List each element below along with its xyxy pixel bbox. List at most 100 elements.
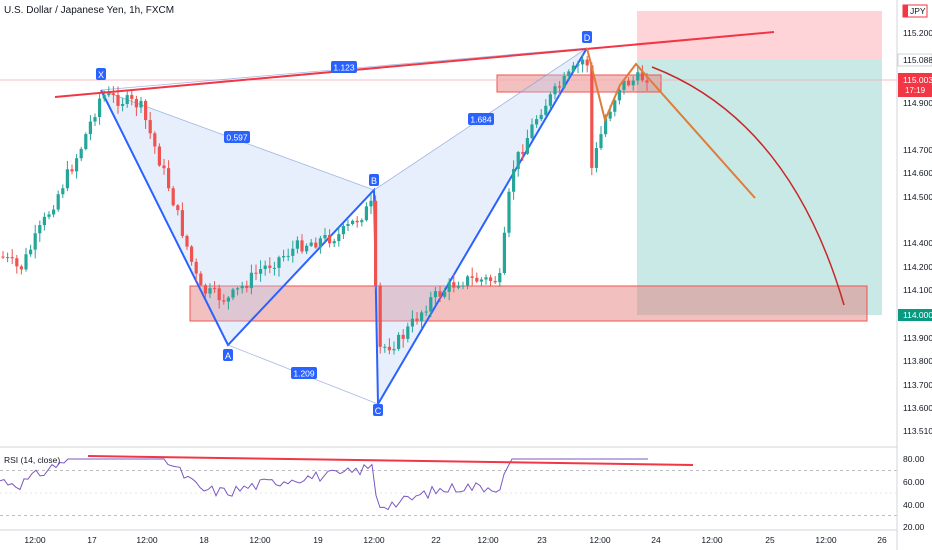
price-tick: 113.600 bbox=[903, 403, 932, 413]
target-bg bbox=[898, 309, 932, 321]
candle-body bbox=[84, 134, 88, 149]
candle bbox=[346, 219, 350, 232]
candle bbox=[314, 237, 318, 249]
price-tick: 114.100 bbox=[903, 285, 932, 295]
candle bbox=[277, 255, 281, 277]
time-tick: 17 bbox=[87, 535, 97, 545]
candle bbox=[328, 229, 332, 248]
candle bbox=[29, 244, 33, 257]
candle bbox=[61, 184, 65, 199]
candle-body bbox=[61, 188, 65, 195]
candle bbox=[47, 211, 51, 220]
time-tick: 24 bbox=[651, 535, 661, 545]
candles-layer bbox=[1, 54, 649, 355]
rsi-pane: RSI (14, close) 80.00 60.00 40.00 20.00 bbox=[0, 454, 925, 532]
candle-body bbox=[42, 216, 46, 226]
candle-body bbox=[1, 256, 5, 258]
candle bbox=[318, 235, 322, 254]
candle-body bbox=[590, 65, 594, 168]
candle bbox=[291, 240, 295, 263]
candle-body bbox=[10, 257, 14, 259]
candle bbox=[558, 81, 562, 97]
pattern-point-badge bbox=[369, 174, 379, 186]
candle bbox=[268, 257, 272, 274]
candle bbox=[410, 310, 414, 333]
candle-body bbox=[162, 165, 166, 169]
candle bbox=[351, 219, 355, 226]
candle bbox=[203, 283, 207, 298]
candle bbox=[429, 291, 433, 318]
candle bbox=[369, 193, 373, 215]
candle-body bbox=[88, 121, 92, 135]
candle-body bbox=[475, 277, 479, 282]
projection-orange bbox=[586, 47, 756, 199]
candle bbox=[493, 276, 497, 284]
price-tick: 113.700 bbox=[903, 380, 932, 390]
ratio-text: 1.209 bbox=[293, 369, 315, 379]
rsi-line bbox=[0, 458, 648, 511]
candle-body bbox=[213, 288, 217, 290]
harmonic-pattern bbox=[100, 47, 588, 408]
candle bbox=[98, 94, 102, 125]
price-tick: 114.500 bbox=[903, 192, 932, 202]
support-zone bbox=[189, 285, 868, 322]
candle bbox=[323, 228, 327, 242]
time-tick: 12:00 bbox=[815, 535, 837, 545]
candle bbox=[130, 90, 134, 106]
candle bbox=[167, 160, 171, 192]
candle bbox=[332, 238, 336, 248]
candle bbox=[139, 97, 143, 114]
candle bbox=[539, 109, 543, 122]
price-tick: 114.200 bbox=[903, 262, 932, 272]
candle bbox=[631, 76, 635, 91]
candle bbox=[548, 92, 552, 110]
candle bbox=[70, 164, 74, 175]
candle-body bbox=[93, 117, 97, 122]
candle bbox=[148, 112, 152, 139]
candle bbox=[420, 310, 424, 329]
zones-layer bbox=[0, 11, 897, 322]
candle bbox=[599, 126, 603, 150]
candle bbox=[521, 144, 525, 161]
pattern-point-b: B bbox=[369, 174, 379, 186]
candle bbox=[341, 223, 345, 240]
candle-body bbox=[466, 276, 470, 286]
candle-body bbox=[98, 98, 102, 118]
candle-body bbox=[33, 233, 37, 250]
candle-body bbox=[401, 334, 405, 339]
candle bbox=[33, 224, 37, 259]
candle-body bbox=[461, 285, 465, 287]
candle bbox=[282, 249, 286, 262]
candle bbox=[245, 280, 249, 293]
candle bbox=[56, 190, 60, 212]
candle bbox=[447, 278, 451, 301]
rsi-tick: 40.00 bbox=[903, 500, 925, 510]
candle bbox=[507, 188, 511, 238]
candle-body bbox=[502, 232, 506, 274]
candle-body bbox=[75, 158, 79, 172]
candle bbox=[571, 61, 575, 74]
candle-body bbox=[567, 71, 571, 77]
candle-body bbox=[157, 146, 161, 166]
candle-body bbox=[341, 226, 345, 235]
candle-body bbox=[364, 206, 368, 221]
candle bbox=[176, 204, 180, 216]
candle bbox=[364, 202, 368, 222]
candle bbox=[263, 260, 267, 276]
overlays-layer: X A B C D 1.123 0.597 1.684 1.209 bbox=[54, 31, 845, 416]
candle-body bbox=[226, 297, 230, 302]
candle-body bbox=[134, 98, 138, 108]
candle bbox=[309, 239, 313, 247]
candle bbox=[249, 264, 253, 295]
ratio-badge bbox=[331, 61, 357, 73]
candle-body bbox=[484, 277, 488, 280]
ratio-label: 1.209 bbox=[291, 367, 317, 379]
candle bbox=[484, 274, 488, 285]
candle-body bbox=[217, 288, 221, 301]
candle bbox=[231, 287, 235, 301]
stop-zone bbox=[637, 11, 882, 60]
candle-body bbox=[323, 235, 327, 239]
time-tick: 25 bbox=[765, 535, 775, 545]
ratio-badge bbox=[468, 113, 494, 125]
